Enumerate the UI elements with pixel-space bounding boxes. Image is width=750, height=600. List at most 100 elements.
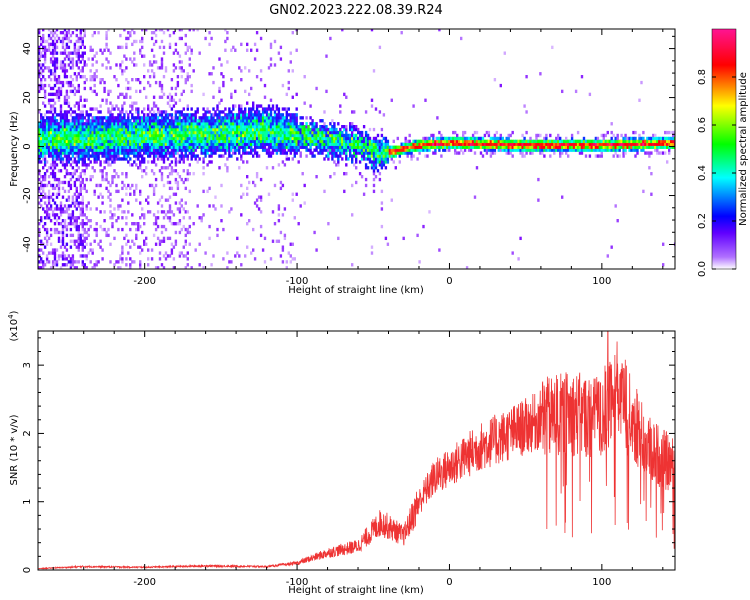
spectrogram-cell	[143, 86, 146, 91]
spectrogram-cell	[287, 113, 290, 117]
spectrogram-cell	[40, 266, 43, 269]
spectrogram-cell	[456, 136, 459, 141]
spectrogram-cell	[473, 145, 477, 149]
spectrogram-cell	[109, 101, 112, 105]
spectrogram-cell	[212, 139, 215, 144]
spectrogram-cell	[125, 133, 128, 138]
spectrogram-cell	[366, 145, 370, 149]
spectrogram-cell	[343, 145, 346, 149]
spectrogram-cell	[186, 230, 189, 235]
spectrogram-cell	[158, 95, 162, 99]
spectrogram-cell	[485, 139, 489, 144]
spectrogram-cell	[238, 66, 241, 70]
spectrogram-cell	[87, 157, 90, 161]
spectrogram-cell	[150, 127, 154, 132]
spectrogram-cell	[481, 145, 485, 149]
spectrogram-cell	[45, 130, 49, 135]
spectrogram-cell	[47, 133, 51, 138]
spectrogram-cell	[99, 78, 102, 82]
spectrogram-cell	[596, 154, 600, 158]
spectrogram-cell	[119, 33, 122, 38]
spectrogram-cell	[398, 160, 401, 164]
spectrogram-cell	[174, 180, 178, 185]
spectrogram-cell	[89, 248, 92, 252]
spectrogram-cell	[616, 139, 619, 144]
spectrogram-cell	[160, 57, 164, 61]
spectrogram-cell	[372, 136, 376, 141]
spectrogram-cell	[125, 151, 128, 155]
spectrogram-cell	[38, 260, 41, 264]
spectrogram-cell	[252, 139, 255, 144]
spectrogram-cell	[295, 48, 298, 52]
spectrogram-cell	[145, 166, 148, 170]
spectrogram-cell	[97, 157, 100, 161]
spectrogram-cell	[113, 130, 116, 135]
spectrogram-cell	[194, 113, 197, 117]
spectrogram-cell	[267, 130, 271, 135]
spectrogram-cell	[226, 122, 229, 126]
spectrogram-cell	[125, 57, 128, 61]
spectrogram-cell	[380, 207, 384, 211]
spectrogram-cell	[125, 157, 128, 161]
spectrogram-cell	[81, 154, 84, 158]
spectrogram-cell	[382, 163, 386, 167]
spectrogram-cell	[279, 142, 283, 146]
spectrogram-cell	[51, 130, 55, 135]
spectrogram-cell	[113, 142, 116, 146]
spectrogram-cell	[263, 83, 267, 88]
spectrogram-cell	[505, 148, 508, 152]
spectrogram-cell	[75, 139, 78, 144]
spectrogram-cell	[147, 127, 150, 132]
spectrogram-cell	[71, 213, 75, 217]
spectrogram-cell	[150, 160, 154, 164]
spectrogram-cell	[252, 113, 255, 117]
spectrogram-cell	[45, 233, 49, 238]
spectrogram-cell	[222, 119, 225, 123]
spectrogram-cell	[630, 142, 633, 146]
spectrogram-cell	[125, 186, 128, 191]
spectrogram-cell	[53, 148, 57, 152]
spectrogram-cell	[63, 189, 67, 194]
spectrogram-cell	[311, 125, 314, 129]
spectrogram-cell	[333, 160, 336, 164]
spectrogram-cell	[63, 136, 67, 141]
spectrogram-cell	[305, 139, 308, 144]
spectrogram-cell	[269, 257, 273, 261]
spectrogram-cell	[85, 216, 88, 220]
spectrogram-cell	[87, 122, 90, 126]
spectrogram-cell	[265, 136, 269, 141]
spectrogram-cell	[658, 151, 661, 155]
spectrogram-cell	[440, 142, 443, 146]
spectrogram-cell	[65, 133, 69, 138]
spectrogram-cell	[253, 127, 257, 132]
spectrogram-cell	[228, 125, 231, 129]
spectrogram-cell	[640, 136, 643, 141]
spectrogram-cell	[218, 125, 221, 129]
spectrogram-cell	[43, 245, 47, 249]
spectrogram-cell	[101, 133, 104, 138]
spectrogram-cell	[212, 107, 215, 111]
spectrogram-cell	[99, 192, 102, 196]
spectrogram-cell	[55, 113, 59, 117]
spectrogram-cell	[147, 69, 150, 73]
spectrogram-cell	[454, 139, 457, 144]
spectrogram-cell	[281, 151, 285, 155]
spectrogram-cell	[372, 177, 376, 182]
spectrogram-cell	[458, 145, 461, 149]
spectrogram-cell	[83, 213, 86, 217]
spectrogram-cell	[537, 148, 540, 152]
spectrogram-cell	[372, 169, 376, 173]
spectrogram-cell	[303, 75, 306, 79]
spectrogram-cell	[115, 122, 118, 126]
spectrogram-cell	[297, 136, 300, 141]
spectrogram-cell	[170, 119, 174, 123]
spectrogram-cell	[123, 236, 126, 241]
spectrogram-cell	[73, 239, 77, 243]
spectrogram-cell	[378, 172, 382, 176]
spectrogram-cell	[123, 157, 126, 161]
spectrogram-cell	[200, 148, 203, 152]
spectrogram-cell	[343, 151, 346, 155]
spectrogram-cell	[194, 125, 197, 129]
spectrogram-cell	[45, 133, 49, 138]
spectrogram-cell	[111, 139, 114, 144]
